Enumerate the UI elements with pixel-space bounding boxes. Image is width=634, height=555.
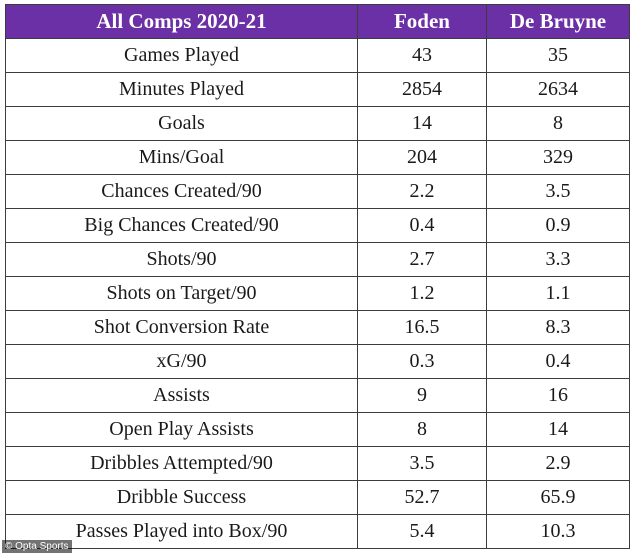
stat-label: Minutes Played <box>5 72 358 107</box>
table-row: Passes Played into Box/90 5.4 10.3 <box>5 514 630 549</box>
de-bruyne-value: 65.9 <box>486 480 630 515</box>
stat-label: Shot Conversion Rate <box>5 310 358 345</box>
foden-value: 52.7 <box>357 480 487 515</box>
de-bruyne-value: 35 <box>486 38 630 73</box>
header-row: All Comps 2020-21 Foden De Bruyne <box>5 4 630 39</box>
de-bruyne-value: 8.3 <box>486 310 630 345</box>
foden-value: 2.7 <box>357 242 487 277</box>
foden-value: 9 <box>357 378 487 413</box>
table-row: Open Play Assists 8 14 <box>5 412 630 447</box>
header-competition: All Comps 2020-21 <box>5 4 358 39</box>
de-bruyne-value: 1.1 <box>486 276 630 311</box>
de-bruyne-value: 0.9 <box>486 208 630 243</box>
stat-label: Assists <box>5 378 358 413</box>
table-row: Shots on Target/90 1.2 1.1 <box>5 276 630 311</box>
table-row: Shot Conversion Rate 16.5 8.3 <box>5 310 630 345</box>
stats-comparison-table: All Comps 2020-21 Foden De Bruyne Games … <box>5 4 630 549</box>
table-row: Big Chances Created/90 0.4 0.9 <box>5 208 630 243</box>
de-bruyne-value: 16 <box>486 378 630 413</box>
foden-value: 204 <box>357 140 487 175</box>
foden-value: 8 <box>357 412 487 447</box>
stat-label: Goals <box>5 106 358 141</box>
table-row: Shots/90 2.7 3.3 <box>5 242 630 277</box>
table-body: Games Played 43 35 Minutes Played 2854 2… <box>5 38 630 549</box>
de-bruyne-value: 3.3 <box>486 242 630 277</box>
table-header: All Comps 2020-21 Foden De Bruyne <box>5 4 630 39</box>
foden-value: 1.2 <box>357 276 487 311</box>
foden-value: 3.5 <box>357 446 487 481</box>
header-de-bruyne: De Bruyne <box>486 4 630 39</box>
stat-label: Open Play Assists <box>5 412 358 447</box>
de-bruyne-value: 14 <box>486 412 630 447</box>
foden-value: 5.4 <box>357 514 487 549</box>
de-bruyne-value: 329 <box>486 140 630 175</box>
foden-value: 14 <box>357 106 487 141</box>
header-foden: Foden <box>357 4 487 39</box>
de-bruyne-value: 2634 <box>486 72 630 107</box>
stat-label: Shots/90 <box>5 242 358 277</box>
stat-label: Shots on Target/90 <box>5 276 358 311</box>
stat-label: xG/90 <box>5 344 358 379</box>
image-credit: © Opta Sports <box>2 540 72 553</box>
stat-label: Big Chances Created/90 <box>5 208 358 243</box>
de-bruyne-value: 3.5 <box>486 174 630 209</box>
stat-label: Dribble Success <box>5 480 358 515</box>
de-bruyne-value: 0.4 <box>486 344 630 379</box>
stat-label: Mins/Goal <box>5 140 358 175</box>
table-row: xG/90 0.3 0.4 <box>5 344 630 379</box>
table-row: Chances Created/90 2.2 3.5 <box>5 174 630 209</box>
table-row: Goals 14 8 <box>5 106 630 141</box>
de-bruyne-value: 10.3 <box>486 514 630 549</box>
foden-value: 0.3 <box>357 344 487 379</box>
stat-label: Games Played <box>5 38 358 73</box>
stat-label: Chances Created/90 <box>5 174 358 209</box>
table-row: Minutes Played 2854 2634 <box>5 72 630 107</box>
foden-value: 16.5 <box>357 310 487 345</box>
table-row: Games Played 43 35 <box>5 38 630 73</box>
table-row: Mins/Goal 204 329 <box>5 140 630 175</box>
table-row: Dribble Success 52.7 65.9 <box>5 480 630 515</box>
de-bruyne-value: 8 <box>486 106 630 141</box>
stat-label: Dribbles Attempted/90 <box>5 446 358 481</box>
table-row: Dribbles Attempted/90 3.5 2.9 <box>5 446 630 481</box>
table-row: Assists 9 16 <box>5 378 630 413</box>
foden-value: 0.4 <box>357 208 487 243</box>
foden-value: 43 <box>357 38 487 73</box>
foden-value: 2.2 <box>357 174 487 209</box>
de-bruyne-value: 2.9 <box>486 446 630 481</box>
foden-value: 2854 <box>357 72 487 107</box>
